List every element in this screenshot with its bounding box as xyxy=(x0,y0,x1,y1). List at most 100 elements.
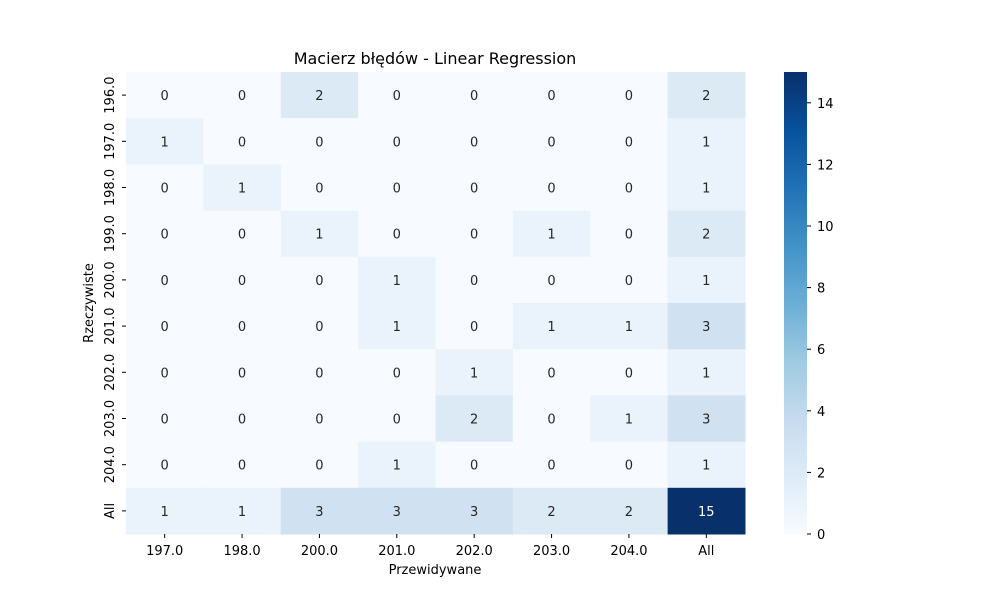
colorbar-tick-label: 8 xyxy=(817,282,825,297)
cell-value-label: 0 xyxy=(625,228,633,243)
x-tick-label: 201.0 xyxy=(378,544,415,559)
heatmap-cell xyxy=(435,303,514,350)
cell-value-label: 2 xyxy=(470,413,478,428)
colorbar-tick-label: 0 xyxy=(817,528,825,543)
cell-value-label: 0 xyxy=(161,366,169,381)
heatmap-cell xyxy=(512,441,591,489)
heatmap-cell xyxy=(203,72,282,119)
cell-value-label: 0 xyxy=(315,413,323,428)
cell-value-label: 0 xyxy=(161,459,169,474)
heatmap-cell xyxy=(590,164,669,212)
cell-value-label: 0 xyxy=(161,228,169,243)
cell-value-label: 0 xyxy=(625,89,633,104)
cell-value-label: 1 xyxy=(702,182,710,197)
heatmap-cell xyxy=(667,210,746,258)
cell-value-label: 0 xyxy=(547,366,555,381)
cell-value-label: 0 xyxy=(393,182,401,197)
heatmap-cell xyxy=(512,487,591,535)
cell-value-label: 0 xyxy=(547,182,555,197)
heatmap-cell xyxy=(358,164,436,212)
cell-value-label: 0 xyxy=(393,413,401,428)
heatmap-cell xyxy=(126,210,204,258)
cell-value-label: 1 xyxy=(702,274,710,289)
heatmap-cell xyxy=(358,72,436,119)
cell-value-label: 0 xyxy=(315,320,323,335)
cell-value-label: 0 xyxy=(625,459,633,474)
heatmap-cell xyxy=(667,395,746,443)
heatmap-cell xyxy=(203,349,282,396)
heatmap-cell xyxy=(667,487,746,535)
heatmap-cell xyxy=(512,210,591,258)
cell-value-label: 1 xyxy=(238,182,246,197)
colorbar: 0 2 4 6 8 10 12 14 xyxy=(784,72,834,543)
heatmap-cell xyxy=(358,349,436,396)
cell-value-label: 0 xyxy=(547,459,555,474)
heatmap-cell xyxy=(280,441,359,489)
cell-value-label: 0 xyxy=(393,135,401,150)
heatmap-cell xyxy=(280,164,359,212)
heatmap-cell xyxy=(203,164,282,212)
cell-value-label: 3 xyxy=(393,505,401,520)
heatmap-cell xyxy=(590,441,669,489)
heatmap-cell xyxy=(126,256,204,304)
heatmap-cell xyxy=(435,210,514,258)
heatmap-cell xyxy=(358,395,436,443)
heatmap-cell xyxy=(203,395,282,443)
cell-value-label: 0 xyxy=(238,413,246,428)
cell-value-label: 1 xyxy=(161,135,169,150)
x-tick-label: 198.0 xyxy=(223,544,260,559)
heatmap-cell xyxy=(203,118,282,165)
heatmap-cell xyxy=(280,72,359,119)
cell-value-label: 1 xyxy=(702,366,710,381)
heatmap-cell xyxy=(280,118,359,165)
cell-value-label: 15 xyxy=(698,505,715,520)
cell-value-label: 2 xyxy=(547,505,555,520)
heatmap-cell xyxy=(667,118,746,165)
cell-value-label: 0 xyxy=(161,413,169,428)
cell-value-label: 1 xyxy=(393,274,401,289)
cell-value-label: 0 xyxy=(238,228,246,243)
heatmap-cell xyxy=(358,210,436,258)
heatmap-cell xyxy=(126,164,204,212)
cell-value-label: 0 xyxy=(470,228,478,243)
x-tick-label: 203.0 xyxy=(533,544,570,559)
cell-value-label: 0 xyxy=(238,366,246,381)
cell-value-label: 0 xyxy=(547,274,555,289)
colorbar-tick-label: 10 xyxy=(817,220,834,235)
cell-value-label: 0 xyxy=(315,459,323,474)
heatmap-cell xyxy=(590,395,669,443)
cell-value-label: 1 xyxy=(702,135,710,150)
heatmap-cell xyxy=(590,349,669,396)
heatmap-cell xyxy=(512,349,591,396)
heatmap-cell xyxy=(203,441,282,489)
cell-value-label: 2 xyxy=(702,89,710,104)
heatmap-cells: 0 0 2 0 0 0 0 2 1 0 0 0 0 0 0 1 0 1 0 0 0 0 0 1 0 0 1 0 0 1 0 2 0 0 0 1 0 0 0 1… xyxy=(126,72,746,535)
heatmap-cell xyxy=(358,118,436,165)
y-tick-label: 200.0 xyxy=(103,261,118,298)
y-tick-label: 198.0 xyxy=(103,169,118,206)
heatmap-cell xyxy=(435,118,514,165)
y-tick-label: 196.0 xyxy=(103,76,118,113)
cell-value-label: 0 xyxy=(238,320,246,335)
heatmap-cell xyxy=(280,303,359,350)
x-tick-label: All xyxy=(698,544,714,559)
colorbar-tick-label: 6 xyxy=(817,343,825,358)
y-axis-label: Rzeczywiste xyxy=(82,263,97,343)
cell-value-label: 0 xyxy=(625,135,633,150)
x-axis-label: Przewidywane xyxy=(389,563,482,578)
heatmap-cell xyxy=(512,256,591,304)
heatmap-cell xyxy=(126,349,204,396)
cell-value-label: 0 xyxy=(625,182,633,197)
cell-value-label: 1 xyxy=(625,413,633,428)
cell-value-label: 0 xyxy=(470,274,478,289)
heatmap-cell xyxy=(590,256,669,304)
heatmap-cell xyxy=(435,164,514,212)
heatmap-cell xyxy=(435,349,514,396)
heatmap-cell xyxy=(590,72,669,119)
colorbar-tick-label: 4 xyxy=(817,405,825,420)
cell-value-label: 0 xyxy=(315,366,323,381)
cell-value-label: 0 xyxy=(625,366,633,381)
heatmap-cell xyxy=(667,441,746,489)
heatmap-cell xyxy=(512,303,591,350)
cell-value-label: 1 xyxy=(161,505,169,520)
